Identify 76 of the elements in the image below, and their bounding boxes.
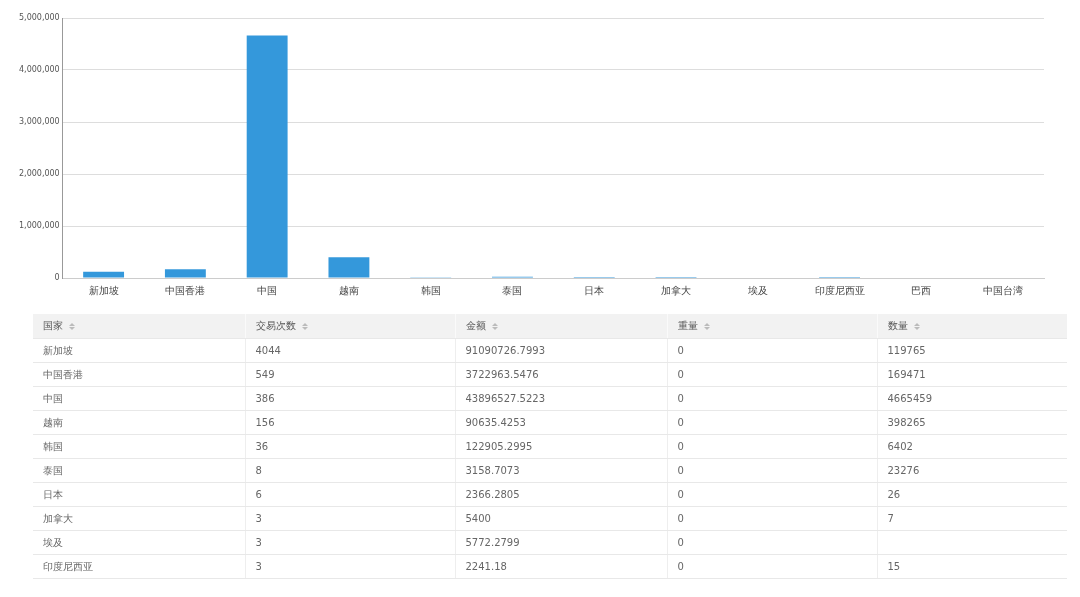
- text: 119765: [887, 345, 926, 356]
- category-label: 重量: [677, 320, 698, 331]
- text: 3722963.5476: [465, 369, 539, 380]
- text: 91090726.7993: [465, 345, 546, 356]
- bar: [246, 35, 288, 278]
- text: 0: [677, 369, 684, 380]
- text: 4665459: [887, 393, 933, 404]
- text: 15: [887, 561, 901, 572]
- text: 0: [677, 513, 684, 524]
- text: 0: [677, 345, 684, 356]
- x-tick-label: 中国台湾: [983, 284, 1024, 296]
- text: 386: [255, 393, 275, 404]
- y-tick-label: 5,000,000: [19, 13, 60, 23]
- x-tick-label: 埃及: [746, 284, 768, 296]
- category-label: 交易次数: [255, 320, 296, 331]
- text: 122905.2995: [465, 441, 533, 452]
- text: 90635.4253: [465, 417, 526, 428]
- x-tick-label: 加拿大: [661, 284, 692, 296]
- x-tick-label: 韩国: [420, 284, 441, 296]
- category-label: 数量: [887, 320, 908, 331]
- x-tick-label: 新加坡: [88, 284, 119, 296]
- y-tick-label: 2,000,000: [19, 169, 60, 179]
- y-tick-label: 3,000,000: [19, 117, 60, 127]
- text: 5772.2799: [465, 537, 520, 548]
- text: 3: [255, 537, 262, 548]
- category-label: 国家: [43, 320, 63, 331]
- text: 3: [255, 513, 262, 524]
- bar: [164, 269, 206, 278]
- text: 4044: [255, 345, 281, 356]
- category-label: 越南: [43, 416, 63, 428]
- category-label: 金额: [465, 320, 486, 331]
- text: 5400: [465, 513, 491, 524]
- text: 3158.7073: [465, 465, 520, 476]
- text: 0: [677, 537, 684, 548]
- text: 169471: [887, 369, 926, 380]
- text: 7: [887, 513, 894, 524]
- category-label: 中国香港: [43, 368, 83, 380]
- text: 549: [255, 369, 275, 380]
- text: 6402: [887, 441, 913, 452]
- text: 3: [255, 561, 262, 572]
- bar: [328, 257, 370, 278]
- category-label: 日本: [43, 488, 63, 500]
- text: 0: [677, 561, 684, 572]
- y-tick-label: 0: [54, 273, 60, 283]
- x-tick-label: 泰国: [502, 284, 523, 296]
- text: 43896527.5223: [465, 393, 546, 404]
- x-tick-label: 巴西: [911, 284, 932, 296]
- text: 0: [677, 441, 684, 452]
- category-label: 韩国: [43, 440, 63, 452]
- x-tick-label: 日本: [584, 284, 605, 296]
- category-label: 加拿大: [43, 512, 73, 524]
- text: 0: [677, 417, 684, 428]
- bar: [83, 271, 125, 278]
- category-label: 印度尼西亚: [43, 560, 93, 572]
- x-tick-label: 中国: [257, 284, 278, 296]
- category-label: 埃及: [43, 536, 63, 548]
- x-tick-label: 中国香港: [165, 284, 206, 296]
- category-label: 新加坡: [43, 344, 73, 356]
- text: 0: [677, 393, 684, 404]
- text: 6: [255, 489, 262, 500]
- text: 2366.2805: [465, 489, 520, 500]
- category-label: 泰国: [43, 464, 63, 476]
- text: 8: [255, 465, 262, 476]
- text: 23276: [887, 465, 920, 476]
- x-tick-label: 越南: [338, 284, 359, 296]
- category-label: 中国: [43, 392, 63, 404]
- text: 26: [887, 489, 901, 500]
- text: 2241.18: [465, 561, 507, 572]
- text: 398265: [887, 417, 926, 428]
- text: 36: [255, 441, 269, 452]
- text: 0: [677, 489, 684, 500]
- text: 156: [255, 417, 275, 428]
- x-tick-label: 印度尼西亚: [814, 284, 865, 296]
- text: 0: [677, 465, 684, 476]
- y-tick-label: 1,000,000: [19, 221, 60, 231]
- y-tick-label: 4,000,000: [19, 65, 60, 75]
